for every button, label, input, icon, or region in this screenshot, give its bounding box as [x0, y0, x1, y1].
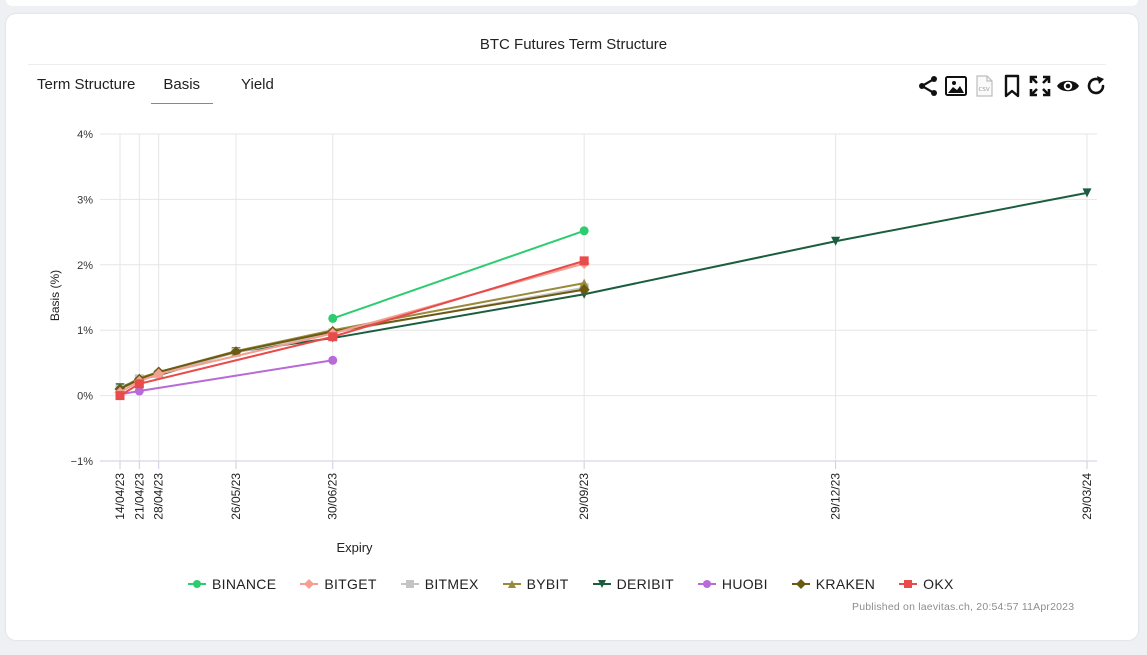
legend-marker-binance [193, 580, 201, 588]
y-tick-label: 2% [77, 260, 93, 272]
tab-term-structure[interactable]: Term Structure [37, 76, 136, 93]
share-icon[interactable] [914, 72, 942, 100]
data-point-binance [579, 226, 589, 236]
tab-basis[interactable]: Basis [151, 74, 214, 104]
legend-label-bitmex: BITMEX [424, 576, 479, 592]
data-point-kraken [578, 284, 590, 296]
legend-swatch-okx [899, 580, 918, 588]
legend-swatch-binance [188, 580, 206, 588]
legend-item-bitget[interactable]: BITGET [300, 576, 376, 592]
series-bitget [114, 257, 590, 398]
data-point-binance [328, 313, 338, 323]
data-point-huobi [328, 355, 338, 365]
title-divider [28, 64, 1106, 65]
x-tick-label: 26/05/23 [229, 473, 243, 520]
chart-card [6, 14, 1138, 640]
legend-item-okx[interactable]: OKX [899, 576, 953, 592]
bookmark-icon[interactable] [998, 72, 1026, 100]
y-tick-label: 4% [77, 129, 93, 141]
data-point-okx [134, 379, 144, 389]
x-tick-label: 21/04/23 [132, 473, 146, 520]
image-export-icon[interactable] [942, 72, 970, 100]
data-point-bybit [579, 278, 589, 288]
eye-icon[interactable] [1054, 72, 1082, 100]
y-tick-label: 3% [77, 194, 93, 206]
legend-item-deribit[interactable]: DERIBIT [592, 576, 674, 592]
data-point-huobi [134, 386, 144, 396]
svg-text:CSV: CSV [979, 87, 990, 93]
series-line-bitmex [119, 286, 585, 390]
y-tick-label: 1% [77, 325, 93, 337]
legend-swatch-bybit [502, 580, 521, 588]
x-tick-label: 14/04/23 [113, 473, 127, 520]
legend-swatch-deribit [592, 580, 611, 588]
data-point-okx [579, 256, 589, 266]
series-kraken [114, 284, 590, 395]
legend-label-okx: OKX [923, 576, 954, 592]
chart-toolbar: CSV [914, 72, 1110, 100]
legend-label-binance: BINANCE [212, 576, 277, 592]
series-binance [328, 226, 589, 323]
legend-label-kraken: KRAKEN [815, 576, 876, 592]
x-tick-label: 29/03/24 [1080, 473, 1094, 520]
legend-swatch-kraken [791, 579, 810, 589]
y-tick-label: 0% [77, 391, 93, 403]
legend-marker-bybit [507, 580, 516, 588]
series-bybit [115, 278, 589, 394]
data-point-deribit [831, 236, 841, 246]
data-point-okx [115, 391, 125, 401]
x-tick-label: 29/12/23 [829, 473, 843, 520]
legend-item-bybit[interactable]: BYBIT [502, 576, 569, 592]
series-okx [115, 256, 589, 401]
series-line-okx [119, 259, 585, 397]
legend-marker-kraken [795, 579, 806, 589]
fullscreen-icon[interactable] [1026, 72, 1054, 100]
legend-marker-deribit [597, 580, 606, 588]
data-point-deribit [1082, 188, 1092, 198]
series-line-bybit [119, 282, 585, 390]
series-deribit [115, 188, 1092, 393]
tab-yield[interactable]: Yield [241, 76, 274, 93]
legend-marker-huobi [702, 580, 711, 588]
series-line-binance [332, 229, 585, 320]
legend-marker-bitmex [405, 580, 414, 588]
published-note: Published on laevitas.ch, 20:54:57 11Apr… [852, 601, 1075, 613]
legend-label-deribit: DERIBIT [616, 576, 674, 592]
x-axis-title: Expiry [336, 540, 373, 555]
legend-marker-okx [904, 580, 913, 588]
data-point-bitget [153, 368, 165, 380]
legend-label-huobi: HUOBI [721, 576, 768, 592]
y-tick-label: −1% [71, 456, 94, 468]
x-tick-label: 30/06/23 [326, 473, 340, 520]
gridlines [100, 133, 1097, 469]
refresh-icon[interactable] [1082, 72, 1110, 100]
series-line-deribit [119, 191, 1088, 389]
series-line-kraken [119, 288, 585, 390]
legend-swatch-huobi [697, 580, 716, 588]
legend-item-bitmex[interactable]: BITMEX [400, 576, 479, 592]
view-tabs: Term Structure Basis Yield [37, 74, 302, 104]
legend-label-bybit: BYBIT [526, 576, 569, 592]
x-tick-label: 28/04/23 [152, 473, 166, 520]
legend-marker-bitget [304, 579, 315, 589]
chart-legend: BINANCE BITGET BITMEX BYBIT DERIBIT HUOBI KRAK… [188, 576, 978, 592]
legend-item-kraken[interactable]: KRAKEN [791, 576, 876, 592]
legend-swatch-bitget [300, 579, 319, 589]
chart-title: BTC Futures Term Structure [479, 36, 668, 53]
legend-item-huobi[interactable]: HUOBI [697, 576, 768, 592]
legend-label-bitget: BITGET [324, 576, 377, 592]
x-tick-label: 29/09/23 [577, 473, 591, 520]
y-axis-title: Basis (%) [48, 270, 62, 321]
csv-export-icon[interactable]: CSV [970, 72, 998, 100]
legend-swatch-bitmex [400, 580, 419, 588]
previous-panel-edge [6, 0, 1138, 6]
data-point-okx [328, 332, 338, 342]
legend-item-binance[interactable]: BINANCE [188, 576, 276, 592]
